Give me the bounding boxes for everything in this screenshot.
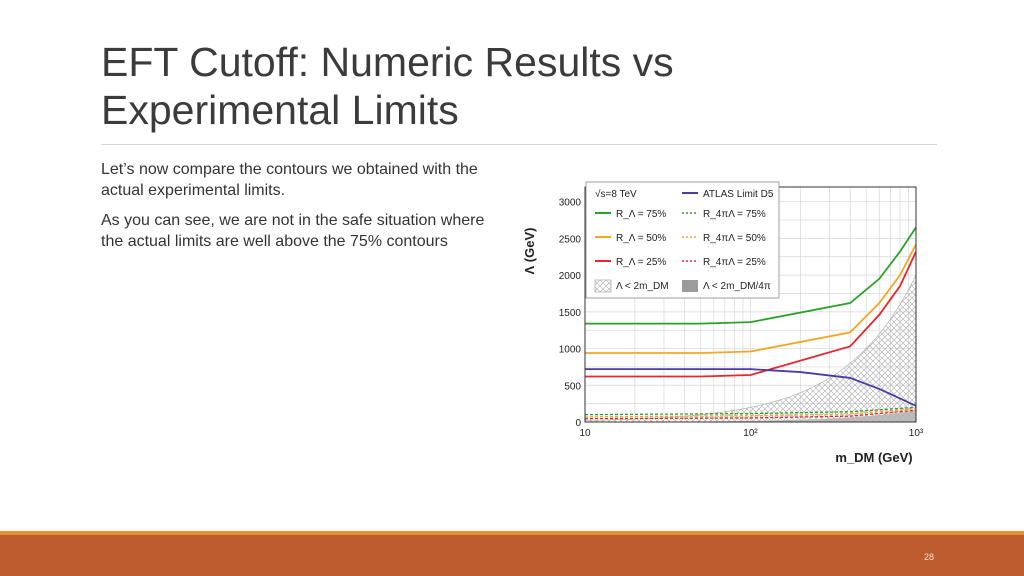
- legend-label: R_Λ = 50%: [616, 233, 666, 244]
- legend-label: Λ < 2m_DM/4π: [703, 281, 771, 292]
- exclusion-limit-chart: 0 500 1000 1500 2000 2500 3000 10 10² 10³ Λ (GeV…: [522, 181, 924, 465]
- legend-label: R_4πΛ = 50%: [703, 233, 766, 244]
- series-line: [585, 226, 916, 325]
- series-line: [585, 406, 916, 416]
- slide-title-line-1: EFT Cutoff: Numeric Results vs: [101, 39, 674, 85]
- legend-label: R_4πΛ = 75%: [703, 209, 766, 220]
- y-axis-label: Λ (GeV): [522, 228, 537, 275]
- legend-swatch: [594, 279, 612, 293]
- title-divider: [101, 144, 937, 145]
- legend-label: Λ < 2m_DM: [616, 281, 669, 292]
- series-line: [585, 408, 916, 418]
- series-line: [585, 251, 916, 378]
- series-line: [585, 368, 916, 407]
- slide-title-line-2: Experimental Limits: [101, 87, 459, 133]
- x-tick-label: 10²: [743, 428, 758, 439]
- legend-label: R_4πΛ = 25%: [703, 257, 766, 268]
- body-paragraph-1: Let’s now compare the contours we obtain…: [101, 161, 478, 199]
- legend-label: R_Λ = 25%: [616, 257, 666, 268]
- x-tick-label: 10³: [909, 428, 924, 439]
- series-layer: [585, 226, 916, 420]
- legend-entry: R_Λ = 75%: [595, 209, 666, 220]
- y-tick-label: 1000: [559, 345, 582, 356]
- legend-label: R_Λ = 75%: [616, 209, 666, 220]
- legend-entry: R_4πΛ = 50%: [682, 233, 766, 244]
- legend-entry: ATLAS Limit D5: [682, 189, 774, 200]
- y-tick-label: 1500: [559, 308, 582, 319]
- legend-swatch: [682, 280, 698, 292]
- legend-entry: R_Λ = 25%: [595, 257, 666, 268]
- body-paragraph-2: As you can see, we are not in the safe s…: [101, 212, 485, 250]
- y-tick-label: 3000: [559, 198, 582, 209]
- x-axis-label: m_DM (GeV): [835, 450, 912, 465]
- excluded-region-solid: [585, 410, 916, 422]
- legend-entry: Λ < 2m_DM: [594, 279, 669, 293]
- y-tick-label: 2000: [559, 271, 582, 282]
- slide-body: Let’s now compare the contours we obtain…: [101, 159, 506, 261]
- series-line: [585, 409, 916, 420]
- legend-entry: R_Λ = 50%: [595, 233, 666, 244]
- x-tick-labels: 10 10² 10³: [579, 428, 923, 439]
- series-line: [585, 243, 916, 354]
- y-tick-label: 500: [564, 381, 581, 392]
- chart-legend: √s=8 TeV ATLAS Limit D5 R_Λ = 75% R_4πΛ = …: [585, 181, 780, 299]
- y-tick-labels: 0 500 1000 1500 2000 2500 3000: [559, 198, 582, 429]
- legend-box: [585, 181, 780, 299]
- slide-footer: 28: [0, 535, 1024, 576]
- legend-entry: R_4πΛ = 25%: [682, 257, 766, 268]
- page-number: 28: [923, 552, 934, 562]
- slide-title: EFT Cutoff: Numeric Results vs Experimen…: [101, 38, 881, 134]
- footer-accent-stripe: [0, 531, 1024, 535]
- y-tick-label: 0: [575, 418, 581, 429]
- x-tick-label: 10: [579, 428, 591, 439]
- y-tick-label: 2500: [559, 234, 582, 245]
- legend-header: √s=8 TeV: [595, 188, 637, 200]
- legend-entry: Λ < 2m_DM/4π: [682, 280, 771, 292]
- legend-entry: R_4πΛ = 75%: [682, 209, 766, 220]
- legend-label: ATLAS Limit D5: [703, 189, 774, 200]
